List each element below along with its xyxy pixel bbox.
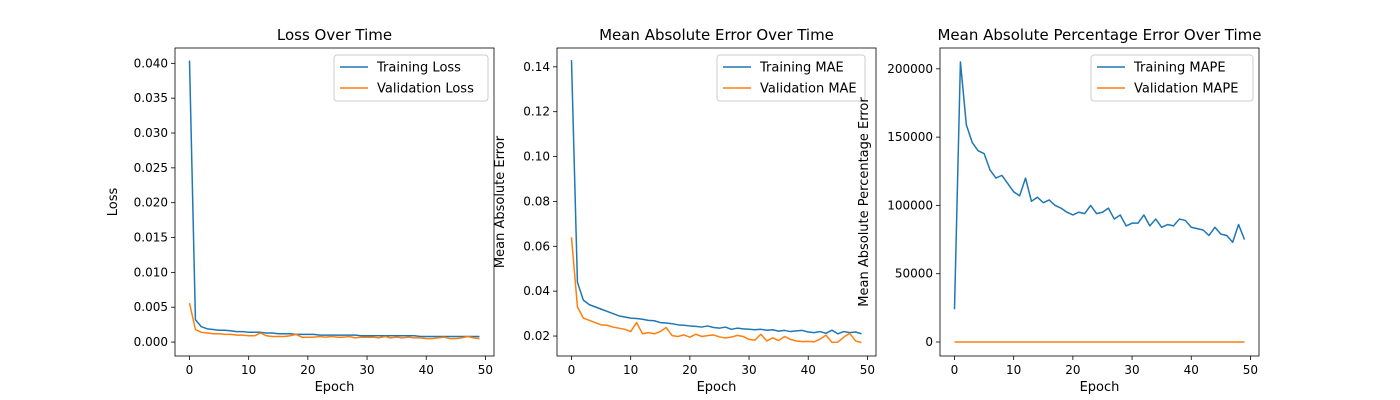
y-tick-label: 0 [925, 335, 933, 349]
chart-title: Mean Absolute Error Over Time [599, 26, 834, 44]
legend-box [333, 54, 489, 102]
legend-entry: Training MAPE [1133, 61, 1226, 76]
chart-panel-1: 0 10 20 30 40 50 0.000 0.005 0.010 0.015 0.020 0.02… [106, 26, 495, 395]
axes-frame [939, 47, 1260, 357]
legend-entry: Training MAE [759, 61, 844, 76]
x-tick-label: 30 [359, 363, 374, 377]
legend-box [1090, 54, 1254, 102]
x-tick-label: 0 [568, 363, 576, 377]
y-tick-label: 0.035 [134, 91, 168, 105]
series-line-validation-mae [570, 237, 862, 344]
legend-box [716, 54, 866, 102]
y-tick-label: 0.005 [134, 300, 168, 314]
x-axis-label: Epoch [697, 380, 737, 395]
chart-title: Mean Absolute Percentage Error Over Time [937, 26, 1261, 44]
x-tick-label: 40 [801, 363, 816, 377]
x-axis-label: Epoch [315, 380, 355, 395]
series-line-training-loss [188, 60, 480, 338]
y-tick-label: 200000 [887, 62, 933, 76]
y-tick-label: 0.010 [134, 265, 168, 279]
x-tick-label: 10 [1006, 363, 1021, 377]
x-tick-label: 50 [1243, 363, 1258, 377]
y-tick-label: 50000 [895, 267, 933, 281]
x-tick-label: 40 [1184, 363, 1199, 377]
x-axis-label: Epoch [1080, 380, 1120, 395]
series-line-training-mape [953, 61, 1246, 310]
y-axis-label: Mean Absolute Error [493, 135, 508, 268]
y-tick-label: 150000 [887, 130, 933, 144]
x-tick-label: 30 [741, 363, 756, 377]
series-line-validation-loss [188, 302, 480, 340]
x-tick-label: 10 [623, 363, 638, 377]
x-tick-label: 10 [241, 363, 256, 377]
legend: Training Loss Validation Loss [333, 54, 489, 102]
x-tick-label: 0 [186, 363, 194, 377]
axes-frame [174, 47, 495, 357]
series-line-training-mae [570, 60, 862, 335]
x-tick-label: 30 [1124, 363, 1139, 377]
y-tick-label: 0.08 [523, 194, 550, 208]
legend-entry: Training Loss [376, 61, 461, 76]
y-tick-label: 0.000 [134, 335, 168, 349]
y-tick-label: 0.020 [134, 196, 168, 210]
y-axis-label: Loss [106, 188, 121, 217]
legend: Training MAPE Validation MAPE [1090, 54, 1254, 102]
legend: Training MAE Validation MAE [716, 54, 866, 102]
y-axis-label: Mean Absolute Percentage Error [857, 97, 872, 307]
chart-title: Loss Over Time [277, 26, 392, 44]
chart-panel-3: 0 10 20 30 40 50 0 50000 100000 150000 200000 Mean … [857, 26, 1262, 395]
y-tick-label: 0.025 [134, 161, 168, 175]
y-tick-label: 100000 [887, 198, 933, 212]
x-tick-label: 0 [951, 363, 959, 377]
y-tick-label: 0.06 [523, 239, 550, 253]
y-tick-label: 0.030 [134, 126, 168, 140]
y-tick-label: 0.14 [523, 60, 550, 74]
x-tick-label: 40 [419, 363, 434, 377]
y-tick-label: 0.02 [523, 329, 550, 343]
y-tick-label: 0.10 [523, 150, 550, 164]
chart-panel-2: 0 10 20 30 40 50 0.02 0.04 0.06 0.08 0.10 0.12 0.14 M… [493, 26, 877, 395]
x-tick-label: 50 [860, 363, 875, 377]
x-tick-label: 50 [478, 363, 493, 377]
x-tick-label: 20 [1065, 363, 1080, 377]
y-tick-label: 0.12 [523, 105, 550, 119]
legend-entry: Validation MAPE [1134, 82, 1239, 97]
axes-frame [556, 47, 877, 357]
x-tick-label: 20 [682, 363, 697, 377]
y-tick-label: 0.015 [134, 231, 168, 245]
y-tick-label: 0.040 [134, 56, 168, 70]
legend-entry: Validation Loss [377, 82, 474, 97]
x-tick-label: 20 [300, 363, 315, 377]
y-tick-label: 0.04 [523, 284, 550, 298]
legend-entry: Validation MAE [760, 82, 857, 97]
